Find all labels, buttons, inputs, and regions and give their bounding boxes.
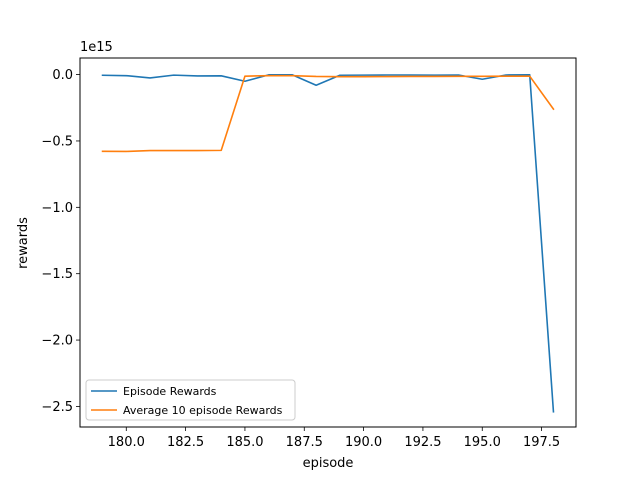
series-layer	[101, 74, 555, 413]
y-axis-title: rewards	[16, 217, 31, 269]
x-tick-label: 180.0	[108, 435, 145, 450]
y-tick-label: −0.5	[41, 134, 73, 149]
y-tick-label: −1.0	[41, 201, 73, 216]
x-tick-label: 195.0	[464, 435, 501, 450]
y-tick-label: −2.5	[41, 400, 73, 415]
y-tick-label: −2.0	[41, 334, 73, 349]
x-tick-label: 187.5	[286, 435, 323, 450]
legend: Episode Rewards Average 10 episode Reward…	[85, 379, 296, 421]
x-tick-label: 197.5	[523, 435, 560, 450]
x-tick-label: 185.0	[226, 435, 263, 450]
y-tick-label: −1.5	[41, 267, 73, 282]
x-axis-ticks: 180.0 182.5 185.0 187.5 190.0 192.5 195.0 197.5	[108, 427, 560, 450]
y-axis-offset-label: 1e15	[80, 40, 113, 55]
series-line-2	[101, 74, 555, 153]
x-tick-label: 192.5	[404, 435, 441, 450]
legend-label-1: Episode Rewards	[123, 385, 217, 398]
series-line-1	[101, 74, 555, 413]
legend-box	[85, 379, 296, 421]
x-axis-title: episode	[303, 456, 354, 471]
plot-area-frame	[79, 57, 577, 428]
y-tick-label: 0.0	[52, 68, 73, 83]
x-tick-label: 182.5	[167, 435, 204, 450]
x-tick-label: 190.0	[345, 435, 382, 450]
legend-label-2: Average 10 episode Rewards	[123, 404, 283, 417]
y-axis-ticks: 0.0 −0.5 −1.0 −1.5 −2.0 −2.5	[41, 68, 80, 415]
